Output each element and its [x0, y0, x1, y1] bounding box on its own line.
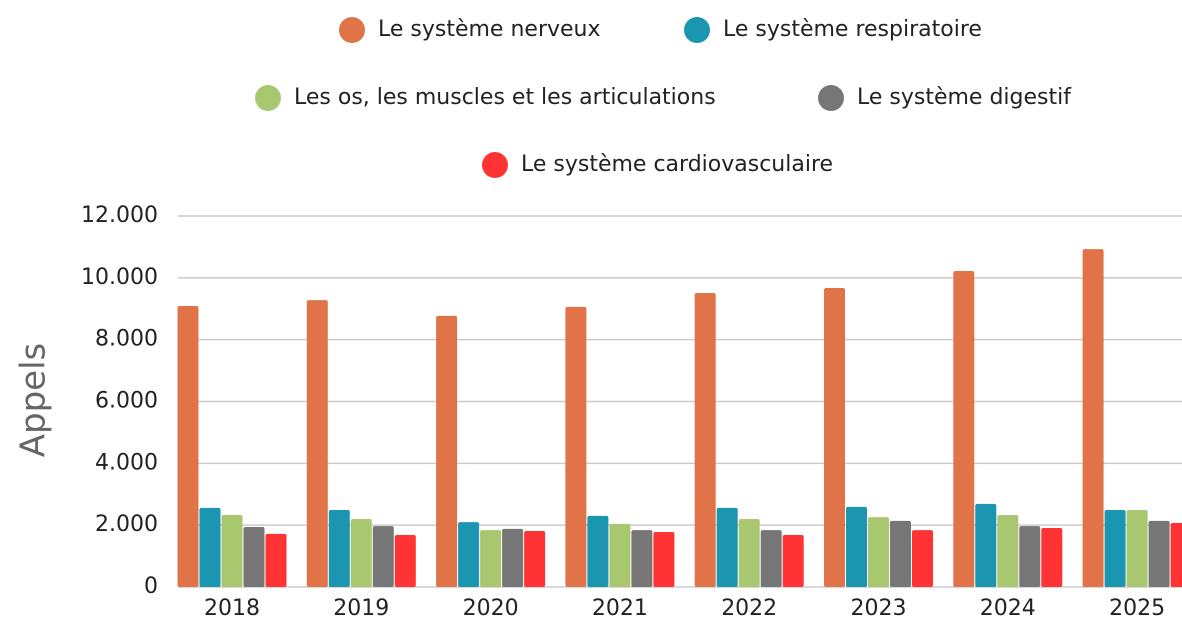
y-tick-label: 4.000: [95, 450, 158, 475]
bar: [1170, 523, 1182, 587]
bar: [868, 517, 889, 587]
bar: [631, 530, 653, 587]
y-tick-label: 10.000: [81, 265, 158, 290]
bar: [524, 531, 546, 587]
x-tick-label: 2023: [851, 596, 907, 620]
bar: [177, 305, 199, 587]
legend-swatch: [482, 152, 508, 178]
bar: [328, 510, 350, 587]
bar: [997, 514, 1019, 587]
legend-label: Les os, les muscles et les articulations: [294, 85, 716, 110]
legend-swatch: [255, 85, 281, 111]
x-tick-label: 2021: [592, 596, 648, 620]
bar: [458, 522, 480, 587]
bar: [1041, 527, 1063, 587]
legend-swatch: [818, 85, 844, 111]
bar: [609, 523, 631, 587]
x-tick-label: 2019: [333, 596, 389, 620]
bar: [565, 306, 587, 587]
bar: [221, 514, 243, 587]
bar: [306, 300, 328, 587]
bar: [953, 271, 975, 587]
y-tick-label: 8.000: [95, 327, 158, 352]
x-tick-label: 2024: [980, 596, 1036, 620]
bar: [975, 503, 997, 587]
bar: [653, 531, 675, 587]
y-tick-label: 12.000: [81, 203, 158, 228]
bar: [394, 535, 416, 587]
bar: [265, 533, 287, 587]
x-tick-label: 2025: [1109, 596, 1165, 620]
legend-swatch: [684, 17, 710, 43]
legend-label: Le système cardiovasculaire: [521, 152, 833, 177]
bar: [243, 527, 265, 587]
legend-label: Le système respiratoire: [723, 17, 982, 42]
bar: [502, 528, 524, 587]
bar: [1148, 520, 1170, 587]
bar: [846, 506, 867, 587]
bar: [694, 292, 716, 587]
bar: [716, 507, 738, 587]
x-tick-label: 2020: [463, 596, 519, 620]
bar: [436, 315, 458, 587]
y-tick-label: 6.000: [95, 389, 158, 414]
bar: [912, 530, 933, 587]
legend-swatch: [339, 17, 365, 43]
bar: [824, 288, 845, 587]
bar: [480, 530, 502, 587]
bar: [199, 507, 221, 587]
bar: [782, 535, 804, 587]
bar: [1126, 510, 1148, 587]
x-tick-label: 2018: [204, 596, 260, 620]
y-tick-label: 2.000: [95, 512, 158, 537]
bar: [1104, 510, 1126, 587]
bar: [372, 526, 394, 587]
bar: [1082, 249, 1104, 588]
bar: [1019, 526, 1041, 587]
bar: [350, 518, 372, 587]
bar: [587, 515, 609, 587]
y-tick-label: 0: [144, 574, 158, 599]
legend-label: Le système nerveux: [378, 17, 601, 42]
y-axis-title: Appels: [14, 343, 54, 458]
x-tick-label: 2022: [721, 596, 777, 620]
bar: [890, 520, 911, 587]
bar: [760, 530, 782, 587]
legend-label: Le système digestif: [857, 85, 1072, 110]
bar: [738, 518, 760, 587]
